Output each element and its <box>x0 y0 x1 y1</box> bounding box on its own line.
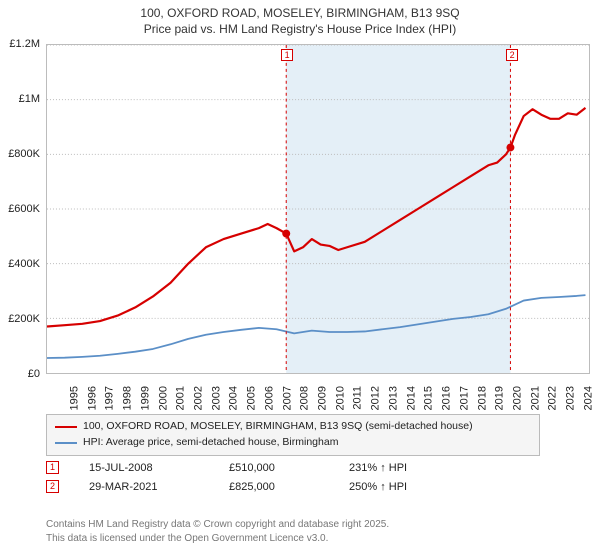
x-tick-label: 2019 <box>494 386 506 410</box>
x-tick-label: 2011 <box>351 386 363 410</box>
x-tick-label: 2005 <box>246 386 258 410</box>
chart-title: 100, OXFORD ROAD, MOSELEY, BIRMINGHAM, B… <box>0 0 600 37</box>
x-tick-label: 1998 <box>122 386 134 410</box>
x-tick-label: 2006 <box>263 386 275 410</box>
legend-label-hpi: HPI: Average price, semi-detached house,… <box>83 435 338 451</box>
x-tick-label: 2017 <box>458 386 470 410</box>
x-tick-label: 2020 <box>511 386 523 410</box>
y-tick-label: £0 <box>28 368 40 380</box>
x-tick-label: 2008 <box>299 386 311 410</box>
sales-table: 1 15-JUL-2008 £510,000 231% ↑ HPI 2 29-MAR-20… <box>46 458 546 496</box>
x-tick-label: 2018 <box>476 386 488 410</box>
sale-marker-2: 2 <box>506 49 518 61</box>
footer: Contains HM Land Registry data © Crown c… <box>46 518 389 546</box>
sales-row: 1 15-JUL-2008 £510,000 231% ↑ HPI <box>46 458 546 477</box>
y-tick-label: £1M <box>19 93 40 105</box>
sale-price: £510,000 <box>229 462 319 474</box>
y-tick-label: £200K <box>8 313 40 325</box>
sale-date: 15-JUL-2008 <box>89 462 199 474</box>
sale-badge: 2 <box>46 480 59 493</box>
x-tick-label: 2022 <box>547 386 559 410</box>
y-tick-label: £800K <box>8 148 40 160</box>
legend: 100, OXFORD ROAD, MOSELEY, BIRMINGHAM, B… <box>46 414 540 456</box>
x-tick-label: 2004 <box>228 386 240 410</box>
x-tick-label: 2010 <box>334 386 346 410</box>
sale-date: 29-MAR-2021 <box>89 481 199 493</box>
x-tick-label: 2015 <box>423 386 435 410</box>
y-axis: £0£200K£400K£600K£800K£1M£1.2M <box>0 44 44 374</box>
x-tick-label: 1996 <box>86 386 98 410</box>
x-tick-label: 2000 <box>157 386 169 410</box>
x-tick-label: 2016 <box>441 386 453 410</box>
x-tick-label: 2012 <box>370 386 382 410</box>
x-tick-label: 2024 <box>582 386 594 410</box>
legend-label-price: 100, OXFORD ROAD, MOSELEY, BIRMINGHAM, B… <box>83 419 473 435</box>
x-axis: 1995 1996 1997 1998 1999 2000 2001 2002 2003 2004… <box>46 376 590 410</box>
sale-pct: 231% ↑ HPI <box>349 462 459 474</box>
x-tick-label: 2014 <box>405 386 417 410</box>
x-tick-label: 2003 <box>210 386 222 410</box>
sales-row: 2 29-MAR-2021 £825,000 250% ↑ HPI <box>46 477 546 496</box>
x-tick-label: 2021 <box>529 386 541 410</box>
sale-badge: 1 <box>46 461 59 474</box>
sale-pct: 250% ↑ HPI <box>349 481 459 493</box>
legend-row-price: 100, OXFORD ROAD, MOSELEY, BIRMINGHAM, B… <box>55 419 531 435</box>
sale-price: £825,000 <box>229 481 319 493</box>
x-tick-label: 2009 <box>317 386 329 410</box>
y-tick-label: £400K <box>8 258 40 270</box>
title-line2: Price paid vs. HM Land Registry's House … <box>0 22 600 38</box>
x-tick-label: 2007 <box>281 386 293 410</box>
chart-area: 12 <box>46 44 590 374</box>
chart-svg <box>47 45 589 373</box>
x-tick-label: 2002 <box>193 386 205 410</box>
footer-line1: Contains HM Land Registry data © Crown c… <box>46 518 389 532</box>
title-line1: 100, OXFORD ROAD, MOSELEY, BIRMINGHAM, B… <box>0 6 600 22</box>
legend-swatch-hpi <box>55 442 77 444</box>
x-tick-label: 1995 <box>68 386 80 410</box>
legend-row-hpi: HPI: Average price, semi-detached house,… <box>55 435 531 451</box>
y-tick-label: £600K <box>8 203 40 215</box>
x-tick-label: 2001 <box>175 386 187 410</box>
sale-marker-1: 1 <box>281 49 293 61</box>
y-tick-label: £1.2M <box>9 38 40 50</box>
x-tick-label: 1997 <box>104 386 116 410</box>
x-tick-label: 1999 <box>139 386 151 410</box>
footer-line2: This data is licensed under the Open Gov… <box>46 532 389 546</box>
legend-swatch-price <box>55 426 77 428</box>
x-tick-label: 2013 <box>387 386 399 410</box>
x-tick-label: 2023 <box>565 386 577 410</box>
